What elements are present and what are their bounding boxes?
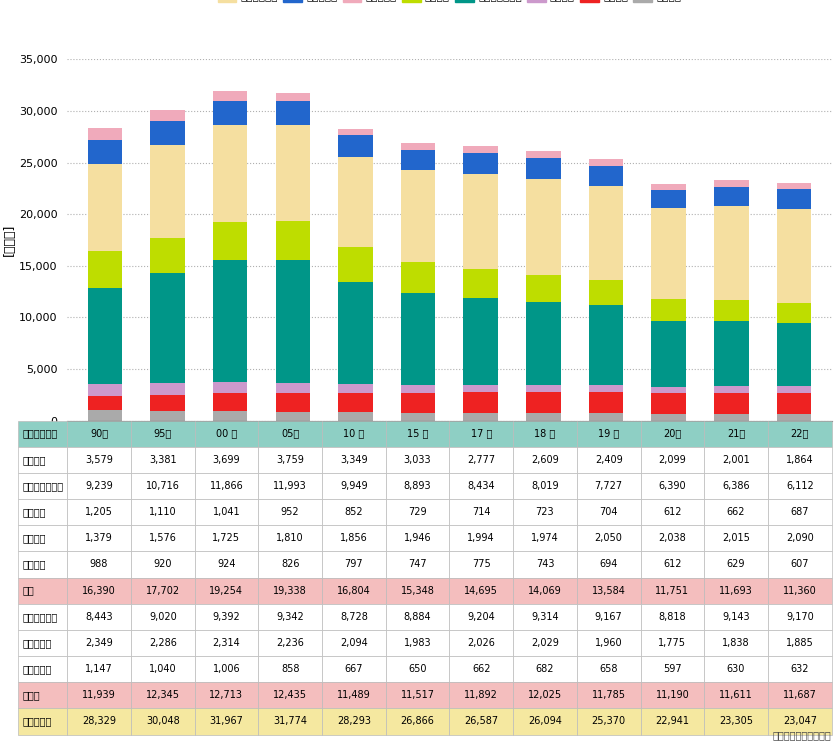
Bar [213,393,247,411]
Bar [589,280,623,305]
Bar [87,410,122,421]
Bar [150,395,185,411]
Bar [339,136,373,157]
Bar [652,387,686,393]
Bar [777,393,811,414]
Bar [276,221,310,260]
Bar [777,189,811,209]
Bar [213,222,247,260]
Bar [652,321,686,387]
Bar [87,252,122,289]
Bar [714,300,748,321]
Bar [401,385,435,393]
Bar [589,385,623,393]
Bar [777,323,811,386]
Bar [213,125,247,222]
Bar [714,206,748,300]
Bar [276,93,310,102]
Bar [276,412,310,421]
Bar [714,393,748,414]
Bar [464,174,498,269]
Bar [339,384,373,393]
Bar [276,393,310,412]
Bar [276,384,310,393]
Bar [339,247,373,282]
Bar [401,393,435,413]
Bar [464,384,498,392]
Bar [401,171,435,262]
Bar [87,140,122,164]
Bar [87,289,122,384]
Bar [526,302,560,385]
Bar [150,411,185,421]
Bar [339,157,373,247]
Bar [401,143,435,150]
Bar [714,180,748,186]
Bar [526,393,560,413]
Bar [401,293,435,385]
Bar [714,387,748,393]
Bar [464,413,498,421]
Bar [276,102,310,125]
Bar [401,262,435,293]
Bar [589,159,623,165]
Bar [339,128,373,136]
Bar [589,186,623,280]
Bar [87,164,122,252]
Text: 資料：日本製紙連合会: 資料：日本製紙連合会 [773,731,832,741]
Bar [213,101,247,125]
Bar [714,186,748,206]
Bar [652,209,686,299]
Bar [464,153,498,174]
Y-axis label: [千トン]: [千トン] [3,224,16,256]
Bar [526,180,560,275]
Bar [652,414,686,421]
Bar [526,385,560,393]
Bar [777,386,811,393]
Bar [87,128,122,140]
Bar [150,145,185,238]
Bar [589,393,623,413]
Bar [339,413,373,421]
Bar [652,393,686,414]
Bar [714,414,748,421]
Bar [276,125,310,221]
Bar [464,269,498,298]
Bar [213,382,247,393]
Bar [526,151,560,158]
Bar [777,209,811,303]
Bar [339,393,373,413]
Legend: 段ボール原紙, 紙器用板紙, その他板紙, 新聞用紙, 印刷・情報用紙, 包装用紙, 衛生用紙, その他紙: 段ボール原紙, 紙器用板紙, その他板紙, 新聞用紙, 印刷・情報用紙, 包装用… [213,0,685,6]
Bar [464,298,498,384]
Bar [589,305,623,385]
Bar [526,158,560,180]
Bar [652,190,686,209]
Bar [652,184,686,190]
Bar [589,413,623,421]
Bar [150,238,185,273]
Bar [777,303,811,323]
Bar [150,273,185,384]
Bar [526,275,560,302]
Bar [526,413,560,421]
Bar [464,392,498,413]
Bar [150,121,185,145]
Bar [714,321,748,387]
Bar [213,260,247,382]
Bar [87,384,122,396]
Bar [339,282,373,384]
Bar [87,396,122,410]
Bar [213,91,247,101]
Bar [213,411,247,421]
Bar [401,413,435,421]
Bar [589,165,623,186]
Bar [464,146,498,153]
Bar [401,150,435,171]
Bar [150,384,185,395]
Bar [777,183,811,189]
Bar [150,111,185,121]
Bar [276,260,310,384]
Bar [652,299,686,321]
Bar [777,414,811,421]
